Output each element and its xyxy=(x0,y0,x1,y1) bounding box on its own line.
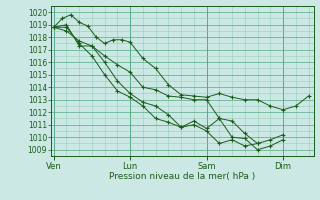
X-axis label: Pression niveau de la mer( hPa ): Pression niveau de la mer( hPa ) xyxy=(109,172,256,181)
